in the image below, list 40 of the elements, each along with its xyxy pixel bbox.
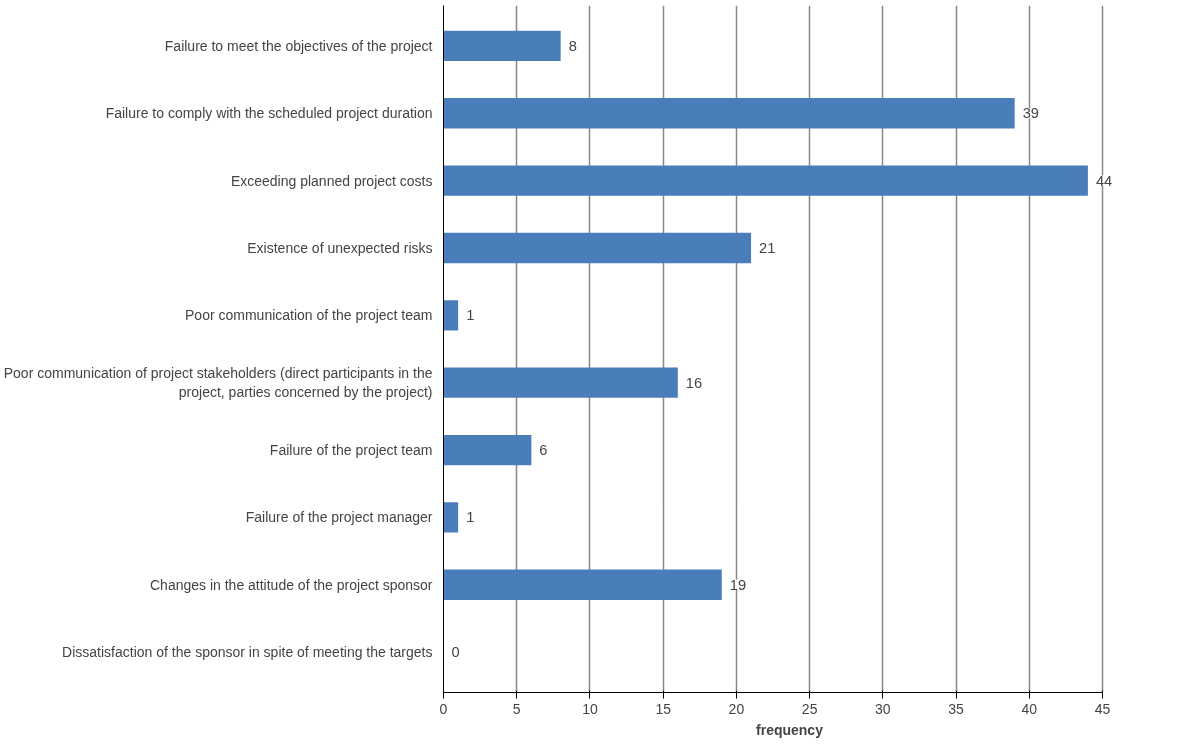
- data-label: 1: [466, 509, 475, 526]
- bar: [443, 232, 752, 264]
- data-label: 44: [1095, 172, 1113, 189]
- bar: [443, 300, 459, 331]
- bar: [443, 569, 722, 600]
- x-tick-label: 35: [948, 700, 965, 717]
- y-tick-label: Existence of unexpected risks: [247, 239, 433, 256]
- y-tick-label: Failure to comply with the scheduled project duration: [105, 105, 433, 122]
- data-label: 8: [568, 37, 577, 54]
- x-tick-label: 40: [1021, 700, 1038, 717]
- x-tick-label: 0: [439, 700, 448, 717]
- data-label: 21: [759, 239, 776, 256]
- bar: [443, 30, 561, 62]
- y-tick-label: Failure of the project manager: [245, 509, 433, 526]
- y-tick-label: Exceeding planned project costs: [230, 172, 433, 189]
- data-label: 19: [729, 576, 747, 593]
- x-tick-label: 20: [728, 700, 745, 717]
- data-label: 1: [466, 307, 475, 324]
- bar: [443, 502, 459, 533]
- bar: [443, 165, 1088, 196]
- data-label: 0: [451, 644, 460, 661]
- data-label: 6: [539, 442, 548, 459]
- y-tick-label: Failure of the project team: [269, 442, 433, 459]
- bar: [443, 434, 532, 466]
- x-tick-label: 15: [655, 700, 672, 717]
- x-tick-label: 10: [582, 700, 598, 717]
- data-label: 39: [1022, 105, 1039, 122]
- x-tick-label: 5: [512, 700, 521, 717]
- x-tick-label: 45: [1094, 700, 1111, 717]
- y-tick-label: Poor communication of project stakeholders (direct participants in the project, parties concerned by the project): [3, 365, 433, 401]
- x-tick-label: 25: [801, 700, 818, 717]
- bar: [443, 98, 1015, 129]
- y-tick-label: Failure to meet the objectives of the project: [164, 37, 433, 54]
- y-tick-label: Dissatisfaction of the sponsor in spite of meeting the targets: [62, 644, 433, 661]
- bar: [443, 367, 678, 398]
- y-tick-label: Changes in the attitude of the project sponsor: [149, 576, 433, 593]
- data-label: 16: [685, 374, 703, 391]
- x-tick-label: 30: [875, 700, 891, 717]
- x-axis-title: frequency: [756, 721, 824, 738]
- y-tick-label: Poor communication of the project team: [185, 307, 433, 324]
